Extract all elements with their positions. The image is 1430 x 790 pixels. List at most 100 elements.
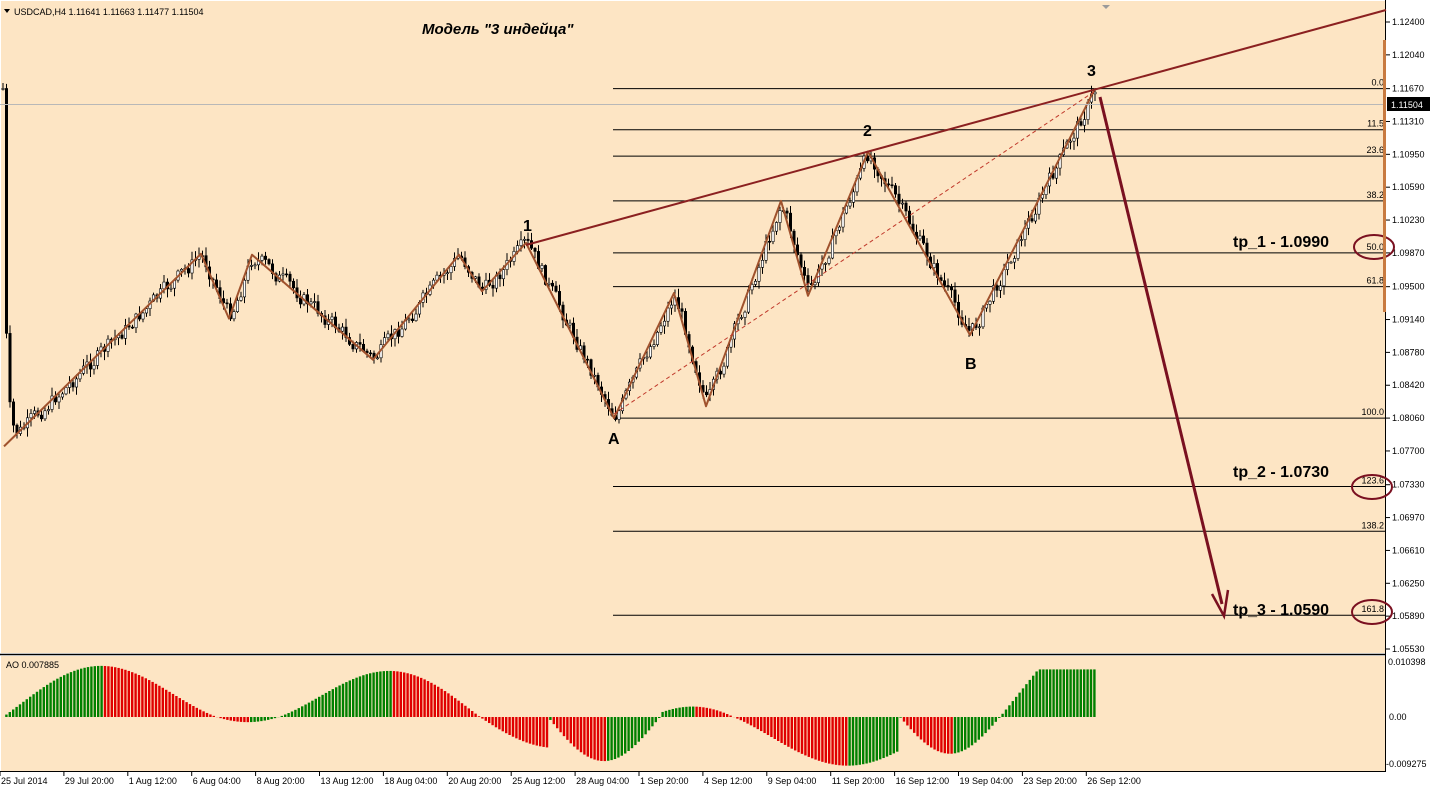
candle-body	[5, 88, 9, 334]
candle-body	[284, 273, 288, 276]
candle-body	[844, 205, 848, 214]
candle-body	[190, 259, 194, 274]
price-label: 1.11670	[1392, 84, 1424, 94]
candle-body	[120, 334, 124, 339]
candle-body	[12, 401, 16, 426]
price-label: 1.12040	[1392, 50, 1425, 60]
candle-body	[407, 318, 411, 321]
candle-body	[1, 88, 5, 90]
candle-body	[330, 316, 334, 320]
candle-body	[953, 289, 957, 303]
price-label: 1.07330	[1392, 480, 1425, 490]
price-scale[interactable]: 1.12400 1.12040 1.11670 1.11310 1.10950 1.105…	[1386, 17, 1425, 654]
candle-body	[316, 301, 320, 314]
fib-level-label: 138.2	[1361, 520, 1384, 530]
point-3-label: 3	[1087, 63, 1096, 80]
candle-body	[309, 301, 313, 305]
time-label: 9 Sep 04:00	[768, 776, 817, 786]
candle-body	[180, 269, 184, 272]
candle-body	[260, 255, 264, 261]
candle-body	[131, 326, 135, 329]
candle-body	[501, 269, 505, 280]
candle-body	[1034, 213, 1038, 222]
fib-level-label: 161.8	[1361, 604, 1384, 614]
symbol-dropdown-icon[interactable]	[4, 9, 10, 13]
price-label: 1.06610	[1392, 545, 1425, 555]
candle-body	[998, 285, 1002, 291]
candle-body	[932, 263, 936, 269]
candle-body	[1083, 119, 1087, 126]
price-label: 1.10230	[1392, 215, 1425, 225]
candle-body	[340, 326, 344, 332]
fib-level-label: 61.8	[1366, 276, 1384, 286]
main-chart-area[interactable]	[1, 1, 1385, 653]
candle-body	[141, 312, 145, 320]
candle-body	[806, 275, 810, 284]
candle-body	[449, 266, 453, 274]
candle-body	[774, 222, 778, 232]
candle-body	[617, 410, 621, 420]
candle-body	[281, 273, 285, 276]
price-label: 1.11310	[1392, 116, 1424, 126]
fib-level-label: 123.6	[1361, 476, 1384, 486]
tp2-circle	[1351, 474, 1393, 500]
candle-body	[445, 272, 449, 275]
candle-body	[29, 413, 33, 419]
candle-body	[1012, 258, 1016, 263]
candle-body	[662, 320, 666, 327]
candle-body	[288, 273, 292, 282]
candle-body	[225, 302, 229, 305]
candle-body	[904, 202, 908, 212]
candle-body	[8, 333, 12, 403]
fib-level-label: 0.0	[1371, 78, 1384, 88]
candle-body	[743, 311, 747, 318]
candle-body	[232, 311, 236, 320]
candle-body	[124, 325, 128, 339]
candle-body	[1009, 261, 1013, 264]
candle-body	[1069, 140, 1073, 143]
price-label: 1.08420	[1392, 380, 1425, 390]
candle-body	[988, 300, 992, 305]
candle-body	[57, 396, 61, 403]
fib-level-label: 23.6	[1366, 145, 1384, 155]
time-label: 1 Sep 20:00	[640, 776, 689, 786]
time-label: 23 Sep 20:00	[1023, 776, 1077, 786]
ao-histogram	[1, 665, 1096, 766]
candle-body	[64, 387, 68, 395]
zigzag-path	[3, 88, 1096, 448]
candle-body	[365, 350, 369, 354]
candle-body	[526, 238, 530, 241]
candle-body	[236, 300, 240, 312]
time-label: 18 Aug 04:00	[384, 776, 437, 786]
candle-body	[134, 313, 138, 329]
candle-body	[848, 202, 852, 207]
candle-body	[1055, 167, 1059, 179]
upper-trendline	[525, 9, 1387, 246]
ao-label: AO 0.007885	[6, 660, 59, 670]
candle-body	[851, 191, 855, 203]
candle-body	[39, 414, 43, 420]
candle-body	[491, 284, 495, 289]
candle-body	[1072, 137, 1076, 142]
candle-body	[865, 155, 869, 162]
candle-body	[96, 350, 100, 366]
price-label: 1.06970	[1392, 513, 1425, 523]
target-arrow-line	[1098, 96, 1224, 605]
point-2-label: 2	[863, 123, 872, 140]
candle-body	[666, 307, 670, 322]
candle-body	[169, 287, 173, 290]
price-label: 1.10590	[1392, 182, 1425, 192]
candle-body	[757, 267, 761, 282]
shift-marker-icon[interactable]	[1102, 5, 1110, 9]
fib-level-label: 38.2	[1366, 190, 1384, 200]
ao-scale-zero: 0.00	[1389, 712, 1407, 722]
candle-body	[991, 285, 995, 302]
point-a-label: A	[608, 431, 620, 448]
fib-level-label: 50.0	[1366, 242, 1384, 252]
time-axis[interactable]: 25 Jul 2014 29 Jul 20:00 1 Aug 12:00 6 Aug …	[0, 772, 1141, 786]
time-label: 1 Aug 12:00	[129, 776, 177, 786]
zigzag-lines	[3, 88, 1096, 448]
candle-body	[704, 391, 708, 396]
candle-body	[750, 284, 754, 291]
time-label: 8 Aug 20:00	[257, 776, 305, 786]
